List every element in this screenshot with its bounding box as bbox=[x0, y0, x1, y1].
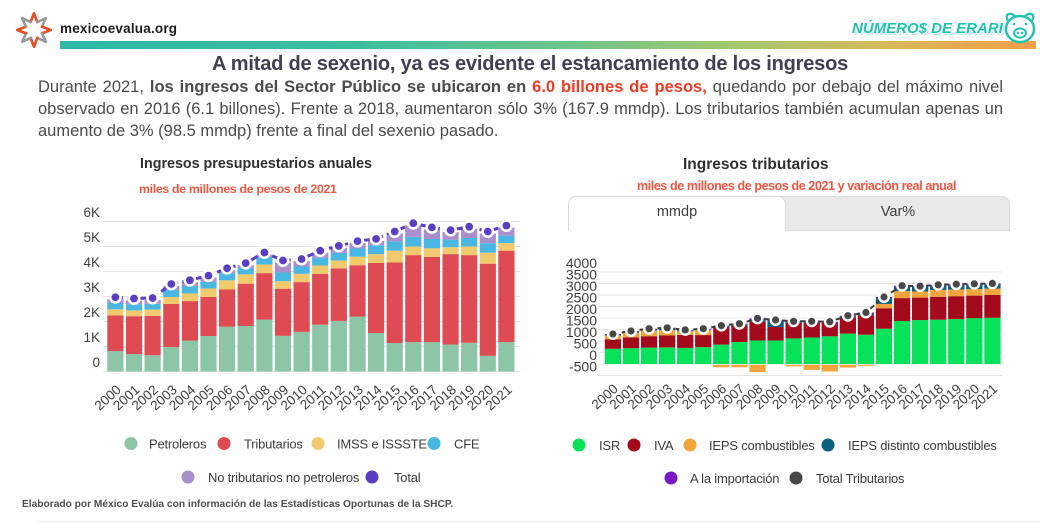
svg-text:4000: 4000 bbox=[566, 255, 597, 271]
svg-text:500: 500 bbox=[574, 336, 598, 352]
svg-text:IEPS combustibles: IEPS combustibles bbox=[709, 438, 815, 453]
svg-text:0: 0 bbox=[589, 347, 597, 363]
svg-text:5K: 5K bbox=[83, 230, 100, 245]
svg-text:3500: 3500 bbox=[566, 267, 597, 283]
svg-text:No tributarios no petroleros: No tributarios no petroleros bbox=[208, 470, 360, 485]
svg-text:Total: Total bbox=[394, 470, 421, 485]
svg-text:0: 0 bbox=[92, 355, 100, 370]
svg-text:6K: 6K bbox=[83, 205, 100, 220]
svg-text:1500: 1500 bbox=[566, 313, 597, 329]
svg-text:IVA: IVA bbox=[654, 438, 674, 453]
svg-text:3000: 3000 bbox=[566, 278, 597, 294]
svg-text:Petroleros: Petroleros bbox=[149, 436, 207, 451]
svg-text:-500: -500 bbox=[569, 359, 597, 375]
svg-text:A la importación: A la importación bbox=[690, 471, 779, 486]
svg-text:4K: 4K bbox=[83, 255, 100, 270]
svg-text:1K: 1K bbox=[83, 330, 100, 345]
svg-text:ISR: ISR bbox=[599, 438, 620, 453]
svg-text:CFE: CFE bbox=[454, 436, 480, 451]
svg-text:3K: 3K bbox=[83, 280, 100, 295]
svg-text:2500: 2500 bbox=[566, 290, 597, 306]
svg-text:Tributarios: Tributarios bbox=[244, 436, 303, 451]
svg-text:2K: 2K bbox=[83, 305, 100, 320]
svg-text:IEPS distinto combustibles: IEPS distinto combustibles bbox=[848, 438, 997, 453]
svg-text:Total Tributarios: Total Tributarios bbox=[816, 471, 905, 486]
svg-text:IMSS e ISSSTE: IMSS e ISSSTE bbox=[337, 436, 427, 451]
svg-text:1000: 1000 bbox=[566, 324, 597, 340]
svg-text:2000: 2000 bbox=[566, 301, 597, 317]
